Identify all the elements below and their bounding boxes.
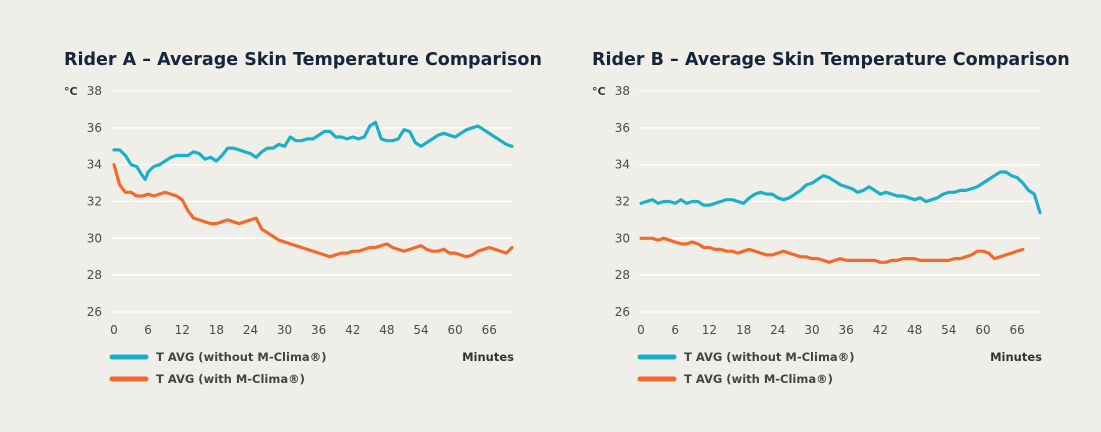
rider-a-series-with-mclima (112, 163, 514, 259)
rider-a-chart: Rider A – Average Skin Temperature Compa… (64, 50, 542, 386)
rider-b-xtick-label: 24 (770, 323, 785, 337)
rider-b-xtick-label: 48 (907, 323, 922, 337)
rider-b-xtick-label: 66 (1010, 323, 1025, 337)
rider-b-y-unit-label: °C (592, 85, 606, 98)
rider-b-xtick-label: 18 (736, 323, 751, 337)
rider-b-xtick-label: 12 (702, 323, 717, 337)
rider-b-ytick-label: 28 (615, 268, 630, 282)
rider-b-ytick-label: 30 (615, 231, 630, 245)
rider-a-x-axis-label: Minutes (462, 350, 514, 364)
rider-b-ytick-label: 34 (615, 158, 630, 172)
rider-b-ytick-label: 38 (615, 84, 630, 98)
rider-a-ytick-label: 30 (87, 231, 102, 245)
rider-b-xtick-label: 60 (975, 323, 990, 337)
rider-a-ytick-label: 26 (87, 305, 102, 319)
rider-a-legend-label-with: T AVG (with M-Clima®) (156, 372, 305, 386)
rider-b-chart: Rider B – Average Skin Temperature Compa… (592, 50, 1070, 386)
rider-a-y-unit-label: °C (64, 85, 78, 98)
rider-a-xtick-label: 66 (482, 323, 497, 337)
rider-a-ytick-label: 28 (87, 268, 102, 282)
rider-b-ytick-label: 32 (615, 195, 630, 209)
rider-b-legend-label-without: T AVG (without M-Clima®) (684, 350, 854, 364)
rider-a-ytick-label: 34 (87, 158, 102, 172)
rider-a-xtick-label: 36 (311, 323, 326, 337)
rider-a-xtick-label: 0 (110, 323, 118, 337)
rider-b-series-with-mclima (639, 236, 1025, 264)
rider-a-title: Rider A – Average Skin Temperature Compa… (64, 50, 542, 70)
rider-b-xtick-label: 6 (671, 323, 679, 337)
rider-a-xtick-label: 24 (243, 323, 258, 337)
rider-a-legend-label-without: T AVG (without M-Clima®) (156, 350, 326, 364)
rider-b-title: Rider B – Average Skin Temperature Compa… (592, 50, 1070, 70)
rider-a-ytick-label: 38 (87, 84, 102, 98)
rider-a-xtick-label: 18 (209, 323, 224, 337)
rider-a-xtick-label: 54 (413, 323, 428, 337)
rider-b-xtick-label: 54 (941, 323, 956, 337)
rider-a-xtick-label: 42 (345, 323, 360, 337)
rider-a-xtick-label: 30 (277, 323, 292, 337)
rider-a-xtick-label: 6 (144, 323, 152, 337)
rider-a-xtick-label: 60 (448, 323, 463, 337)
rider-b-xtick-label: 30 (804, 323, 819, 337)
rider-a-ytick-label: 36 (87, 121, 102, 135)
rider-a-series-without-mclima (112, 120, 514, 181)
rider-b-ytick-label: 36 (615, 121, 630, 135)
rider-b-xtick-label: 42 (873, 323, 888, 337)
rider-a-xtick-label: 12 (175, 323, 190, 337)
rider-b-xtick-label: 36 (839, 323, 854, 337)
rider-a-ytick-label: 32 (87, 195, 102, 209)
rider-a-xtick-label: 48 (379, 323, 394, 337)
rider-b-ytick-label: 26 (615, 305, 630, 319)
rider-b-x-axis-label: Minutes (990, 350, 1042, 364)
rider-b-series-without-mclima (639, 170, 1042, 215)
rider-b-legend-label-with: T AVG (with M-Clima®) (684, 372, 833, 386)
rider-b-xtick-label: 0 (637, 323, 645, 337)
